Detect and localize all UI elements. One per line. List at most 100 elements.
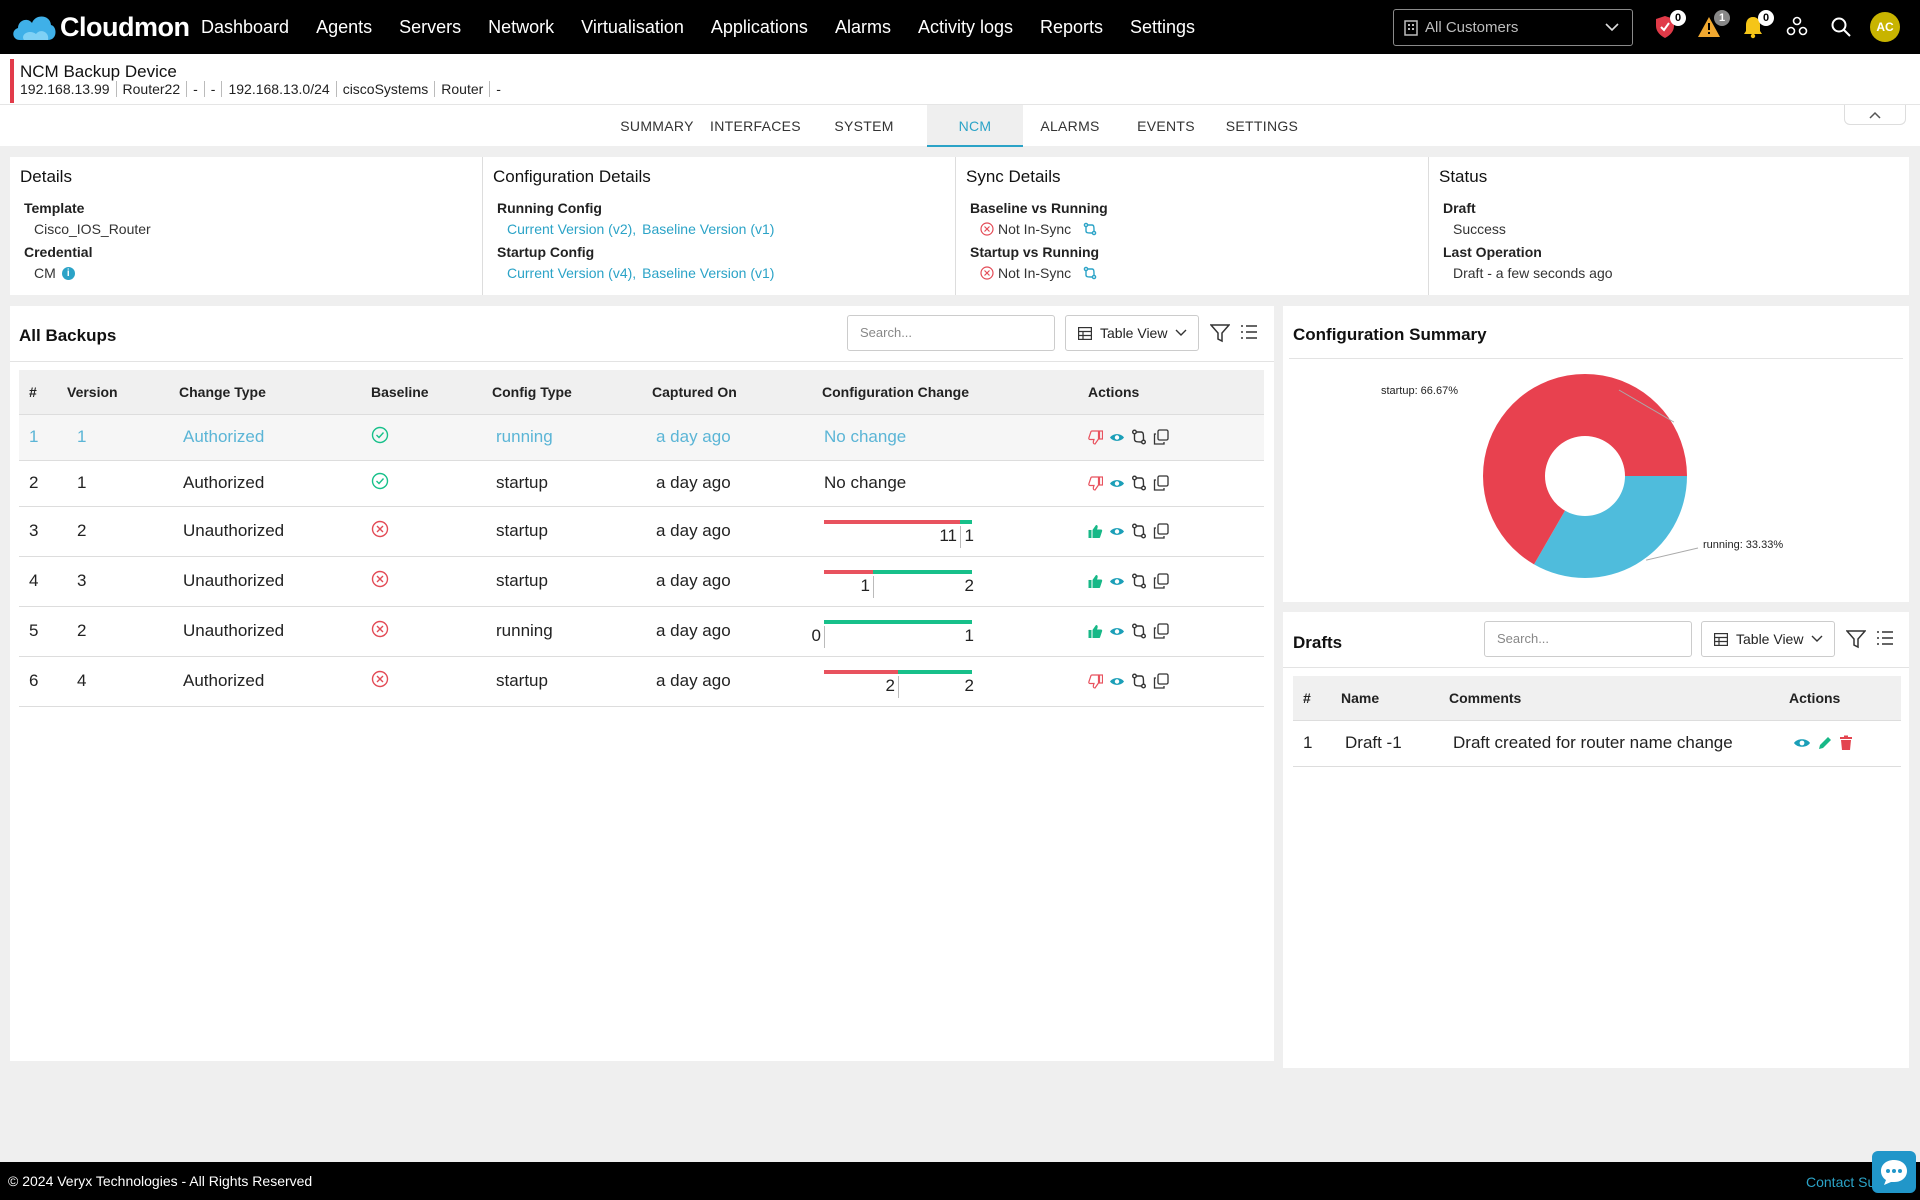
- tab-summary[interactable]: SUMMARY: [620, 118, 694, 134]
- edit-icon[interactable]: [1817, 735, 1833, 751]
- app-logo[interactable]: Cloudmon: [10, 10, 190, 44]
- drafts-search-input[interactable]: Search...: [1484, 621, 1692, 657]
- startup-current-version-link[interactable]: Current Version (v4),: [507, 265, 637, 281]
- col-name[interactable]: Name: [1331, 676, 1439, 721]
- view-icon[interactable]: [1793, 737, 1811, 749]
- warning-button[interactable]: 1: [1694, 10, 1730, 42]
- tab-ncm[interactable]: NCM: [927, 105, 1023, 147]
- collapse-header-button[interactable]: [1844, 105, 1906, 125]
- search-button[interactable]: [1826, 12, 1856, 42]
- pie-slice-running[interactable]: [1534, 476, 1687, 578]
- integrations-button[interactable]: [1782, 12, 1812, 42]
- backups-view-select[interactable]: Table View: [1065, 315, 1199, 351]
- notifications-button[interactable]: 0: [1738, 10, 1774, 42]
- copy-icon[interactable]: [1153, 475, 1169, 491]
- columns-list-icon[interactable]: [1240, 324, 1258, 340]
- customer-select[interactable]: All Customers: [1393, 9, 1633, 46]
- table-row[interactable]: 1 Draft -1 Draft created for router name…: [1293, 720, 1901, 767]
- view-icon[interactable]: [1109, 576, 1125, 587]
- pie-slice-startup[interactable]: [1483, 374, 1687, 565]
- info-icon[interactable]: i: [61, 266, 75, 280]
- nav-alarms[interactable]: Alarms: [834, 16, 891, 37]
- tab-interfaces[interactable]: INTERFACES: [710, 118, 801, 134]
- table-row[interactable]: 5 2 Unauthorized running a day ago 0 1: [19, 606, 1264, 657]
- approve-thumb-up-icon[interactable]: [1088, 624, 1103, 639]
- nav-dashboard[interactable]: Dashboard: [201, 16, 290, 37]
- copy-icon[interactable]: [1153, 623, 1169, 639]
- tab-system-metrics[interactable]: SYSTEM METRICS: [831, 118, 896, 176]
- nav-servers[interactable]: Servers: [399, 16, 462, 37]
- running-baseline-version-link[interactable]: Baseline Version (v1): [642, 221, 775, 237]
- nav-applications[interactable]: Applications: [710, 16, 808, 37]
- view-icon[interactable]: [1109, 526, 1125, 537]
- col-configuration-change[interactable]: Configuration Change: [812, 370, 1078, 415]
- copy-icon[interactable]: [1153, 429, 1169, 445]
- nav-network[interactable]: Network: [488, 16, 555, 37]
- table-row[interactable]: 6 4 Authorized startup a day ago 2 2: [19, 656, 1264, 707]
- copy-icon[interactable]: [1153, 573, 1169, 589]
- nav-activity-logs[interactable]: Activity logs: [917, 16, 1013, 37]
- col-index[interactable]: #: [19, 370, 57, 415]
- backup-config-type: startup: [482, 506, 642, 557]
- drafts-view-select[interactable]: Table View: [1701, 621, 1835, 657]
- removed-lines-count: 2: [885, 676, 895, 695]
- tab-events[interactable]: EVENTS: [1137, 118, 1195, 134]
- backup-actions: [1078, 556, 1264, 607]
- compare-icon[interactable]: [1083, 222, 1097, 236]
- copy-icon[interactable]: [1153, 673, 1169, 689]
- chat-button[interactable]: [1872, 1151, 1916, 1193]
- thumb-down-icon[interactable]: [1088, 475, 1103, 491]
- tab-settings[interactable]: SETTINGS: [1225, 118, 1299, 134]
- compare-icon[interactable]: [1131, 573, 1147, 589]
- col-change-type[interactable]: Change Type: [169, 370, 361, 415]
- chevron-up-icon: [1869, 111, 1881, 119]
- table-row[interactable]: 4 3 Unauthorized startup a day ago 1 2: [19, 556, 1264, 607]
- filter-icon[interactable]: [1846, 629, 1866, 649]
- user-avatar[interactable]: AC: [1870, 12, 1900, 42]
- col-comments[interactable]: Comments: [1439, 676, 1779, 721]
- col-config-type[interactable]: Config Type: [482, 370, 642, 415]
- compare-icon[interactable]: [1131, 673, 1147, 689]
- view-icon[interactable]: [1109, 676, 1125, 687]
- startup-baseline-version-link[interactable]: Baseline Version (v1): [642, 265, 775, 281]
- backups-search-input[interactable]: Search...: [847, 315, 1055, 351]
- nav-reports[interactable]: Reports: [1039, 16, 1104, 37]
- table-row[interactable]: 2 1 Authorized startup a day ago No change: [19, 460, 1264, 507]
- configuration-change-bar[interactable]: 11 1: [824, 514, 974, 548]
- delete-icon[interactable]: [1839, 735, 1853, 751]
- columns-list-icon[interactable]: [1876, 630, 1894, 646]
- nav-settings[interactable]: Settings: [1130, 16, 1196, 37]
- compare-icon[interactable]: [1131, 475, 1147, 491]
- drafts-table-header: # Name Comments Actions: [1293, 676, 1901, 721]
- last-operation-value: Draft - a few seconds ago: [1453, 265, 1613, 281]
- table-row[interactable]: 3 2 Unauthorized startup a day ago 11 1: [19, 506, 1264, 557]
- running-current-version-link[interactable]: Current Version (v2),: [507, 221, 637, 237]
- view-icon[interactable]: [1109, 626, 1125, 637]
- col-version[interactable]: Version: [57, 370, 169, 415]
- compare-icon[interactable]: [1083, 266, 1097, 280]
- col-index[interactable]: #: [1293, 676, 1331, 721]
- backup-change-type: Unauthorized: [169, 506, 361, 557]
- tab-alarms[interactable]: ALARMS: [1040, 118, 1100, 134]
- top-navbar: Cloudmon Dashboard Agents Servers Networ…: [0, 0, 1920, 54]
- approve-thumb-up-icon[interactable]: [1088, 574, 1103, 589]
- compare-icon[interactable]: [1131, 429, 1147, 445]
- table-row[interactable]: 1 1 Authorized running a day ago No change: [19, 414, 1264, 461]
- thumb-down-icon[interactable]: [1088, 429, 1103, 445]
- copy-icon[interactable]: [1153, 523, 1169, 539]
- nav-agents[interactable]: Agents: [316, 16, 373, 37]
- view-icon[interactable]: [1109, 432, 1125, 443]
- col-baseline[interactable]: Baseline: [361, 370, 482, 415]
- compare-icon[interactable]: [1131, 623, 1147, 639]
- col-captured-on[interactable]: Captured On: [642, 370, 812, 415]
- thumb-down-icon[interactable]: [1088, 673, 1103, 689]
- approve-thumb-up-icon[interactable]: [1088, 524, 1103, 539]
- view-icon[interactable]: [1109, 478, 1125, 489]
- compare-icon[interactable]: [1131, 523, 1147, 539]
- nav-virtualisation[interactable]: Virtualisation: [581, 16, 684, 37]
- shield-alert-button[interactable]: 0: [1650, 10, 1686, 42]
- filter-icon[interactable]: [1210, 323, 1230, 343]
